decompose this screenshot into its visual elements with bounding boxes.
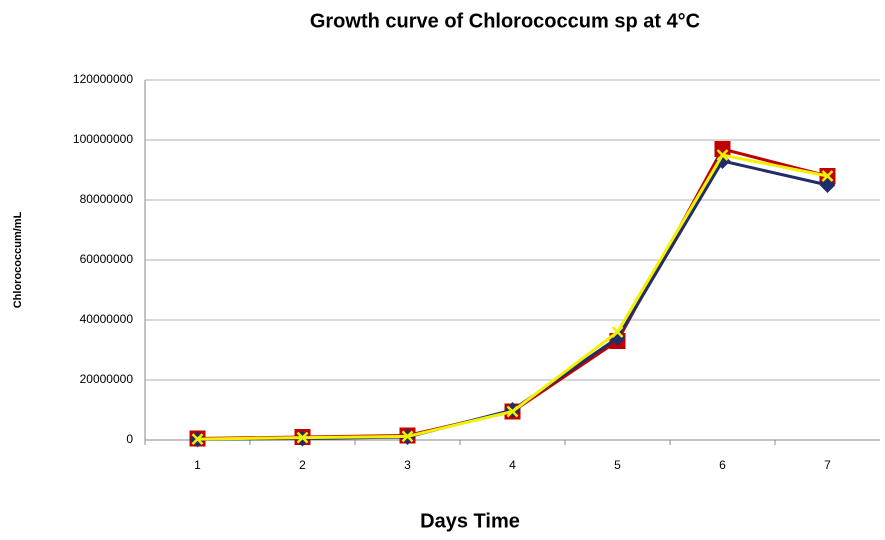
x-tick-label: 4 <box>509 458 516 472</box>
series-line <box>197 147 828 440</box>
x-tick-label: 1 <box>194 458 201 472</box>
x-tick-label: 3 <box>404 458 411 472</box>
series-line <box>197 159 828 441</box>
y-tick-label: 60000000 <box>80 252 134 266</box>
x-tick-label: 5 <box>614 458 621 472</box>
y-axis-label: Chlorococcum/mL <box>12 211 24 308</box>
y-tick-label: 120000000 <box>73 72 133 86</box>
series-line <box>197 153 828 441</box>
marker <box>611 326 624 338</box>
y-tick-label: 40000000 <box>80 312 134 326</box>
y-tick-label: 80000000 <box>80 192 134 206</box>
y-tick-label: 20000000 <box>80 372 134 386</box>
marker <box>401 430 414 443</box>
marker <box>821 170 834 182</box>
x-axis-label: Days Time <box>420 510 520 532</box>
x-tick-label: 2 <box>299 458 306 472</box>
x-tick-label: 7 <box>824 458 831 472</box>
y-tick-label: 100000000 <box>73 132 133 146</box>
chart-title: Growth curve of Chlorococcum sp at 4°C <box>310 10 700 32</box>
marker <box>714 141 731 157</box>
x-tick-label: 6 <box>719 458 726 472</box>
marker <box>716 149 729 161</box>
y-tick-label: 0 <box>126 432 133 446</box>
marker <box>296 431 309 444</box>
marker <box>506 405 519 418</box>
marker <box>191 433 204 445</box>
